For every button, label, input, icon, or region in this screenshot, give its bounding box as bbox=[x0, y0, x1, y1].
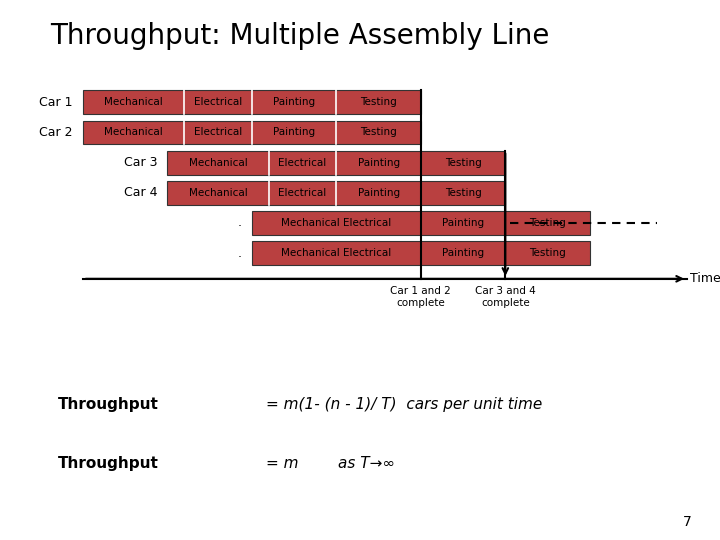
Text: Throughput: Multiple Assembly Line: Throughput: Multiple Assembly Line bbox=[50, 22, 550, 50]
Text: Testing: Testing bbox=[529, 248, 566, 258]
Text: Mechanical: Mechanical bbox=[189, 188, 248, 198]
Text: Time (T): Time (T) bbox=[690, 272, 720, 285]
Text: Car 2: Car 2 bbox=[40, 126, 73, 139]
Text: Car 4: Car 4 bbox=[124, 186, 157, 199]
Text: as T→∞: as T→∞ bbox=[338, 456, 395, 471]
Text: Car 3: Car 3 bbox=[124, 156, 157, 169]
Text: Testing: Testing bbox=[445, 158, 482, 167]
Text: Painting: Painting bbox=[358, 188, 400, 198]
Text: Mechanical Electrical: Mechanical Electrical bbox=[282, 248, 392, 258]
Bar bbox=[168, 181, 505, 205]
Text: Testing: Testing bbox=[360, 97, 397, 107]
Text: Throughput: Throughput bbox=[58, 397, 158, 412]
Text: Painting: Painting bbox=[442, 248, 484, 258]
Text: .: . bbox=[238, 217, 242, 230]
Text: Electrical: Electrical bbox=[194, 97, 242, 107]
Text: Testing: Testing bbox=[529, 218, 566, 228]
Text: Mechanical: Mechanical bbox=[104, 97, 163, 107]
Text: Car 3 and 4
complete: Car 3 and 4 complete bbox=[475, 286, 536, 308]
Text: Painting: Painting bbox=[273, 97, 315, 107]
Text: Throughput: Throughput bbox=[58, 456, 158, 471]
Text: Testing: Testing bbox=[360, 127, 397, 138]
Text: Mechanical Electrical: Mechanical Electrical bbox=[282, 218, 392, 228]
Text: Mechanical: Mechanical bbox=[104, 127, 163, 138]
Text: Painting: Painting bbox=[442, 218, 484, 228]
Bar bbox=[252, 211, 590, 235]
Text: Car 1: Car 1 bbox=[40, 96, 73, 109]
Text: Painting: Painting bbox=[273, 127, 315, 138]
Text: Electrical: Electrical bbox=[279, 188, 327, 198]
Text: .: . bbox=[238, 247, 242, 260]
Bar bbox=[252, 241, 590, 265]
Text: = m: = m bbox=[266, 456, 299, 471]
Text: Testing: Testing bbox=[445, 188, 482, 198]
Bar bbox=[83, 90, 421, 114]
Bar bbox=[168, 151, 505, 174]
Text: 7: 7 bbox=[683, 515, 691, 529]
Text: Electrical: Electrical bbox=[194, 127, 242, 138]
Text: Electrical: Electrical bbox=[279, 158, 327, 167]
Bar bbox=[83, 120, 421, 144]
Text: Mechanical: Mechanical bbox=[189, 158, 248, 167]
Text: = m(1- (n - 1)/ T)  cars per unit time: = m(1- (n - 1)/ T) cars per unit time bbox=[266, 397, 543, 412]
Text: Car 1 and 2
complete: Car 1 and 2 complete bbox=[390, 286, 451, 308]
Text: Painting: Painting bbox=[358, 158, 400, 167]
